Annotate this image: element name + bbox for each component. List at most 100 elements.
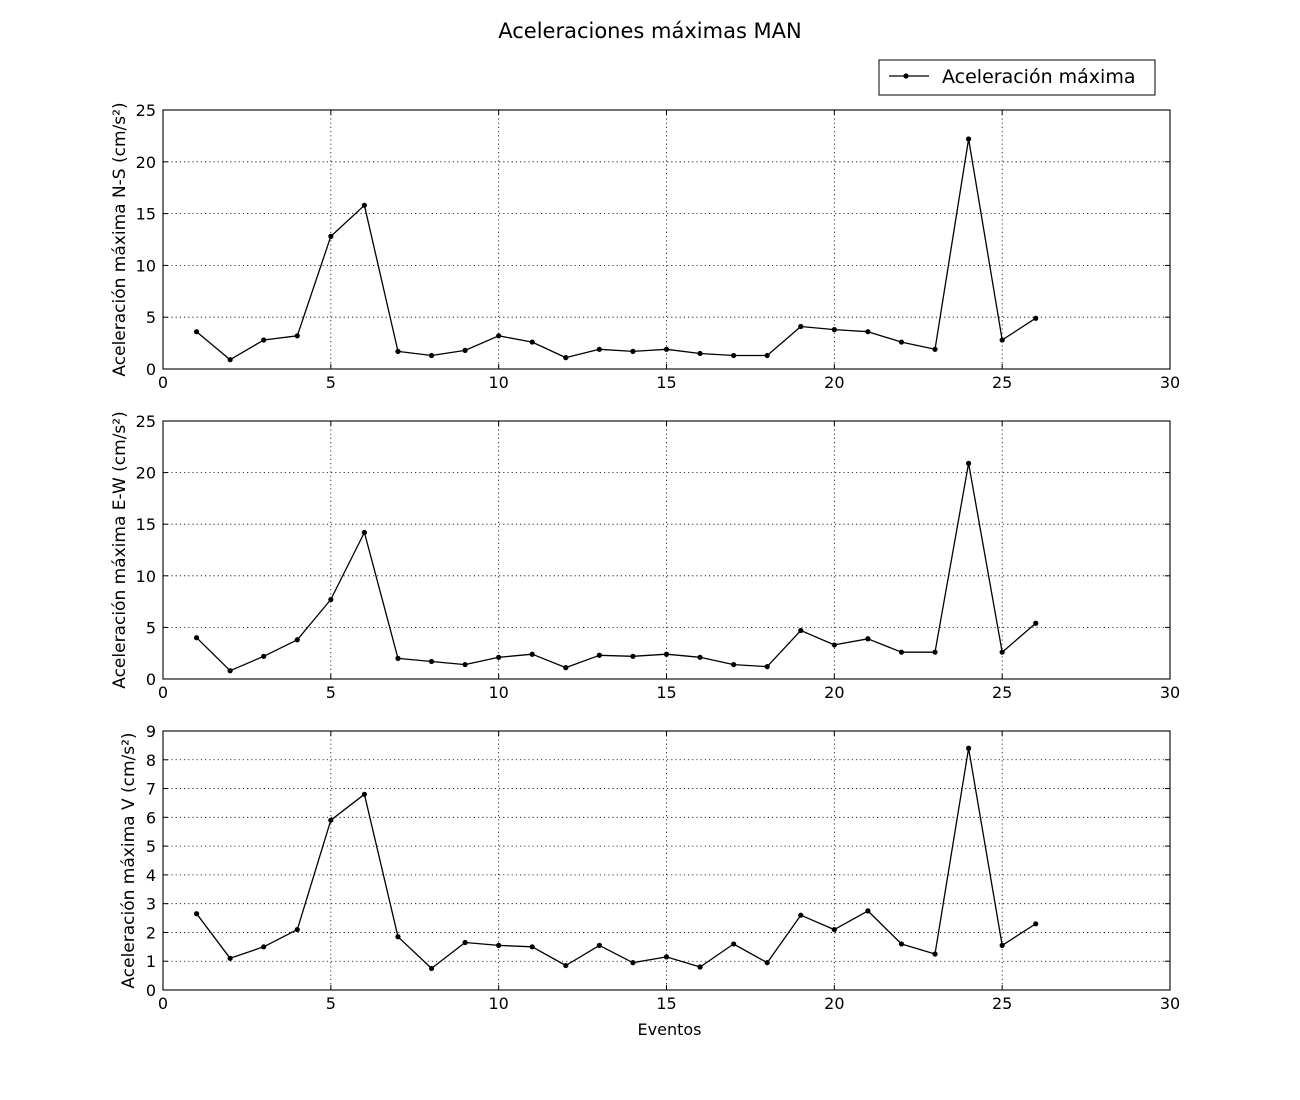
x-tick-label: 15	[656, 683, 676, 702]
y-tick-label: 15	[136, 515, 156, 534]
y-tick-label: 2	[146, 923, 156, 942]
y-tick-label: 5	[146, 837, 156, 856]
data-point	[328, 817, 334, 823]
data-point	[428, 965, 435, 972]
data-point	[831, 642, 837, 648]
x-tick-label: 20	[824, 994, 844, 1013]
data-point	[630, 960, 636, 966]
data-point	[529, 651, 535, 657]
data-point	[496, 942, 502, 948]
data-point	[496, 654, 502, 660]
data-point	[227, 955, 233, 961]
data-point	[428, 352, 435, 359]
data-point	[999, 649, 1005, 655]
data-point	[865, 636, 871, 642]
data-point	[731, 352, 737, 359]
data-point	[462, 939, 468, 946]
legend: Aceleración máxima	[878, 59, 1156, 96]
y-tick-label: 5	[146, 618, 156, 637]
y-tick-label: 9	[146, 722, 156, 741]
y-tick-label: 0	[146, 981, 156, 1000]
data-point	[697, 350, 703, 357]
x-tick-label: 5	[326, 373, 336, 392]
subplot-ew: 0 5 10 15 20 25 30 0 5 10 15 20 25 Aceleración máxima…	[110, 411, 1180, 702]
x-tick-label: 25	[992, 373, 1012, 392]
data-point	[261, 337, 267, 343]
y-tick-label: 15	[136, 205, 156, 224]
data-point	[999, 337, 1005, 343]
data-point	[227, 668, 233, 674]
data-point	[731, 661, 737, 668]
data-point	[294, 637, 300, 643]
data-point	[1033, 620, 1039, 626]
x-tick-label: 30	[1160, 683, 1180, 702]
data-point	[831, 926, 837, 933]
data-point	[663, 954, 670, 960]
data-point	[966, 460, 972, 466]
x-tick-label: 0	[158, 994, 168, 1013]
x-tick-label: 30	[1160, 373, 1180, 392]
series-line-ns	[196, 138, 1037, 361]
data-point	[294, 926, 300, 933]
data-point	[764, 352, 770, 359]
data-point	[328, 233, 334, 239]
data-point	[596, 652, 602, 658]
x-tick-label: 20	[824, 373, 844, 392]
subplot-ns: 0 5 10 15 20 25 30 0 5 10 15 20 25 Aceleración máxima…	[110, 101, 1180, 392]
data-point	[361, 791, 367, 797]
data-point	[966, 745, 972, 751]
x-tick-label: 0	[158, 373, 168, 392]
series-line-ew	[196, 462, 1037, 672]
data-point	[462, 661, 468, 668]
y-tick-label: 0	[146, 670, 156, 689]
data-point	[798, 323, 804, 330]
data-point	[865, 908, 871, 914]
data-point	[193, 329, 200, 335]
data-point	[663, 651, 670, 657]
y-tick-label: 0	[146, 360, 156, 379]
x-tick-label: 5	[326, 683, 336, 702]
legend-marker	[903, 73, 909, 79]
data-point	[563, 962, 569, 969]
data-point	[999, 942, 1005, 948]
x-tick-label: 15	[656, 994, 676, 1013]
y-tick-label: 10	[136, 256, 156, 275]
data-point	[731, 941, 737, 947]
y-tick-label: 4	[146, 866, 156, 885]
data-point	[898, 339, 905, 345]
data-point	[898, 649, 905, 655]
data-point	[764, 664, 770, 670]
x-tick-label: 25	[992, 683, 1012, 702]
data-point	[361, 529, 367, 536]
y-tick-label: 25	[136, 412, 156, 431]
data-point	[663, 346, 670, 352]
y-tick-label: 10	[136, 567, 156, 586]
data-point	[831, 327, 837, 333]
y-tick-label: 8	[146, 751, 156, 770]
data-point	[563, 355, 569, 361]
series-line-v	[196, 747, 1037, 970]
data-point	[193, 635, 200, 641]
legend-label: Aceleración máxima	[942, 66, 1135, 88]
data-point	[563, 665, 569, 671]
data-point	[496, 333, 502, 339]
x-tick-label: 25	[992, 994, 1012, 1013]
data-point	[1033, 921, 1039, 927]
x-tick-label: 5	[326, 994, 336, 1013]
data-point	[361, 202, 367, 208]
data-point	[395, 655, 401, 661]
data-point	[596, 942, 602, 948]
y-axis-label-ns: Aceleración máxima N-S (cm/s²)	[110, 102, 130, 376]
y-tick-label: 1	[146, 952, 156, 971]
data-point	[261, 944, 267, 950]
data-point	[932, 346, 938, 352]
x-tick-label: 10	[488, 373, 508, 392]
legend-box	[878, 59, 1156, 96]
data-point	[966, 136, 972, 142]
data-point	[697, 654, 703, 660]
x-axis-label: Eventos	[638, 1020, 702, 1039]
y-tick-label: 5	[146, 308, 156, 327]
x-tick-label: 30	[1160, 994, 1180, 1013]
y-tick-label: 7	[146, 780, 156, 799]
data-point	[395, 348, 401, 354]
